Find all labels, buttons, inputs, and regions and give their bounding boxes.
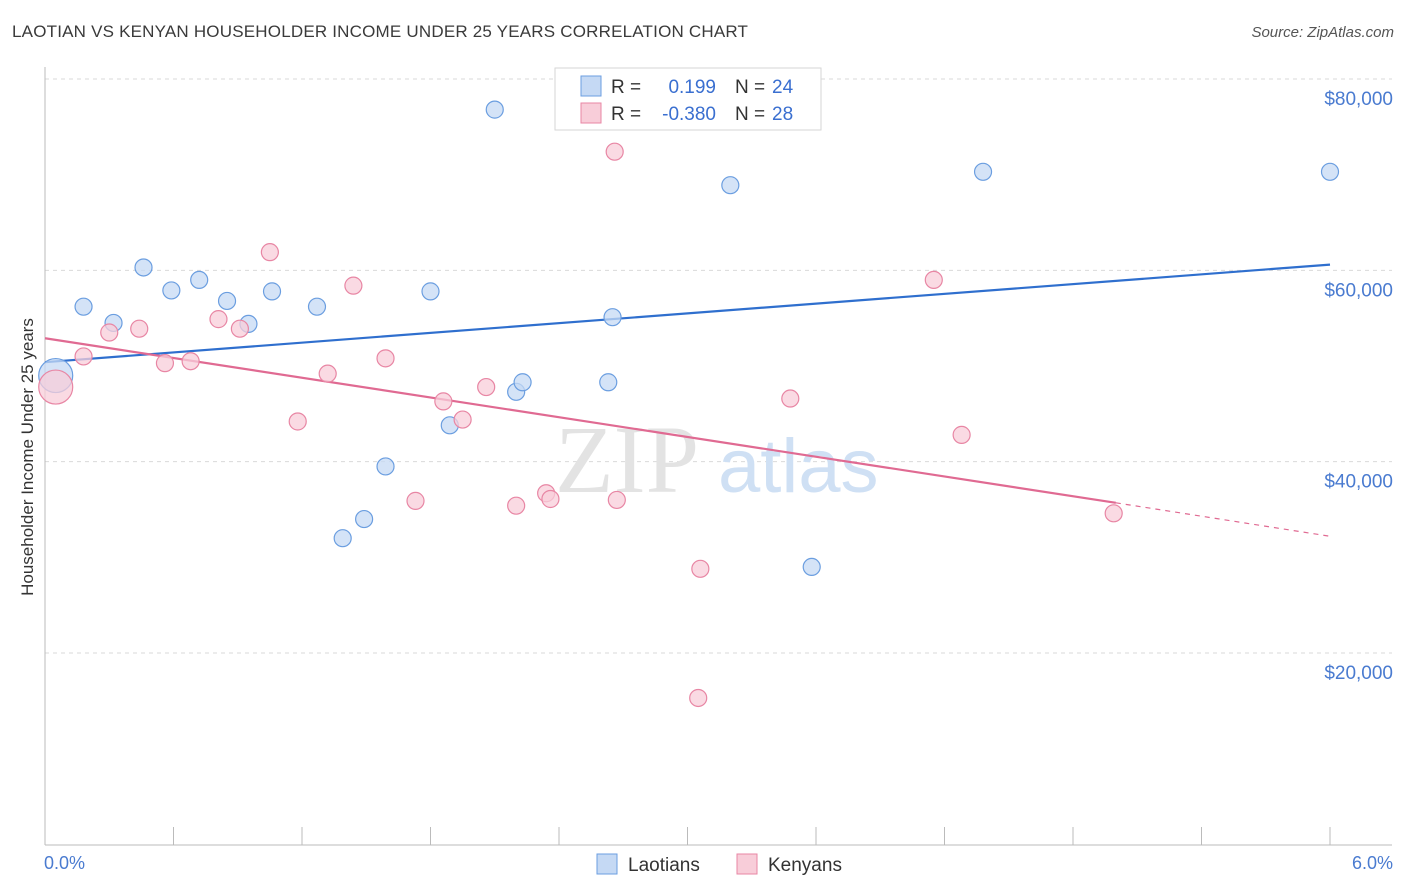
point-kenyans-8 bbox=[260, 243, 279, 262]
trendline-laotians bbox=[44, 263, 1331, 364]
point-laotians-3 bbox=[134, 258, 153, 277]
bottom-legend: Laotians Kenyans bbox=[596, 853, 842, 876]
x-tick-label-0: 0.0% bbox=[44, 853, 85, 873]
y-tick-label-0: $20,000 bbox=[1324, 663, 1393, 684]
y-axis-label: Householder Income Under 25 years bbox=[18, 318, 37, 596]
point-laotians-23 bbox=[1320, 162, 1340, 181]
point-kenyans-25 bbox=[924, 270, 943, 289]
point-laotians-13 bbox=[421, 282, 440, 301]
legend-n-value-2: 28 bbox=[772, 104, 793, 125]
point-laotians-4 bbox=[162, 281, 181, 300]
point-kenyans-26 bbox=[952, 425, 971, 444]
point-laotians-11 bbox=[355, 509, 374, 529]
point-kenyans-20 bbox=[605, 142, 624, 161]
point-kenyans-11 bbox=[344, 276, 363, 295]
y-tick-label-3: $80,000 bbox=[1324, 89, 1393, 110]
point-laotians-5 bbox=[190, 270, 209, 289]
point-laotians-21 bbox=[802, 557, 821, 577]
legend-r-label-1: R = bbox=[611, 77, 641, 98]
axis-layer: $20,000 $40,000 $60,000 $80,000 0.0% 6.0% bbox=[44, 67, 1393, 873]
point-laotians-18 bbox=[599, 373, 618, 392]
point-kenyans-5 bbox=[181, 352, 200, 371]
chart-title: LAOTIAN VS KENYAN HOUSEHOLDER INCOME UND… bbox=[12, 22, 749, 41]
bottom-legend-kenyans: Kenyans bbox=[768, 855, 842, 876]
legend-n-value-1: 24 bbox=[772, 77, 794, 98]
point-kenyans-17 bbox=[507, 496, 526, 515]
point-kenyans-14 bbox=[434, 392, 453, 411]
legend-n-label-1: N = bbox=[735, 77, 765, 98]
point-kenyans-3 bbox=[130, 319, 149, 338]
watermark: ZIP atlas bbox=[555, 406, 879, 513]
legend-n-label-2: N = bbox=[735, 104, 765, 125]
point-kenyans-1 bbox=[74, 347, 93, 366]
point-kenyans-24 bbox=[781, 389, 800, 408]
point-kenyans-10 bbox=[318, 364, 337, 383]
point-kenyans-22 bbox=[689, 688, 708, 708]
point-layer bbox=[38, 100, 1340, 708]
point-kenyans-23 bbox=[691, 559, 710, 578]
point-kenyans-13 bbox=[406, 491, 425, 510]
bottom-legend-laotians: Laotians bbox=[628, 855, 700, 876]
point-laotians-17 bbox=[513, 373, 532, 392]
point-kenyans-4 bbox=[155, 354, 175, 373]
point-laotians-20 bbox=[721, 176, 740, 195]
stats-legend: R = 0.199 N = 24 R = -0.380 N = 28 bbox=[554, 67, 822, 131]
point-laotians-1 bbox=[74, 297, 93, 316]
trend-layer bbox=[44, 263, 1331, 537]
x-tick-label-1: 6.0% bbox=[1352, 853, 1393, 873]
point-laotians-8 bbox=[262, 282, 282, 301]
point-kenyans-9 bbox=[288, 412, 307, 431]
point-kenyans-0 bbox=[38, 369, 74, 405]
point-kenyans-15 bbox=[453, 410, 472, 429]
point-kenyans-7 bbox=[230, 319, 249, 338]
legend-r-value-2: -0.380 bbox=[662, 104, 716, 125]
grid-layer bbox=[45, 78, 1392, 654]
chart-source: Source: ZipAtlas.com bbox=[1251, 24, 1394, 41]
trendline-kenyans bbox=[44, 337, 1117, 504]
point-laotians-12 bbox=[376, 457, 395, 476]
point-kenyans-27 bbox=[1104, 504, 1123, 523]
y-tick-label-1: $40,000 bbox=[1324, 472, 1393, 493]
point-laotians-15 bbox=[485, 100, 504, 119]
watermark-zip: ZIP bbox=[555, 406, 699, 513]
point-laotians-6 bbox=[217, 291, 237, 311]
point-laotians-10 bbox=[333, 529, 352, 548]
legend-swatch-laotians bbox=[580, 75, 602, 97]
point-laotians-19 bbox=[603, 308, 622, 327]
point-kenyans-16 bbox=[477, 377, 496, 397]
point-laotians-9 bbox=[307, 297, 327, 316]
point-kenyans-21 bbox=[607, 490, 626, 510]
point-kenyans-2 bbox=[100, 323, 119, 342]
bottom-legend-swatch-kenyans bbox=[736, 853, 758, 875]
y-tick-label-2: $60,000 bbox=[1324, 280, 1393, 301]
bottom-legend-swatch-laotians bbox=[596, 853, 618, 875]
legend-swatch-kenyans bbox=[580, 102, 602, 124]
point-kenyans-19 bbox=[541, 489, 560, 509]
watermark-atlas: atlas bbox=[718, 424, 879, 509]
trendline-kenyans-extension bbox=[1115, 502, 1331, 537]
legend-r-label-2: R = bbox=[611, 104, 641, 125]
point-kenyans-6 bbox=[209, 310, 228, 329]
point-laotians-22 bbox=[973, 162, 993, 181]
point-kenyans-12 bbox=[376, 349, 395, 368]
legend-r-value-1: 0.199 bbox=[668, 77, 716, 98]
